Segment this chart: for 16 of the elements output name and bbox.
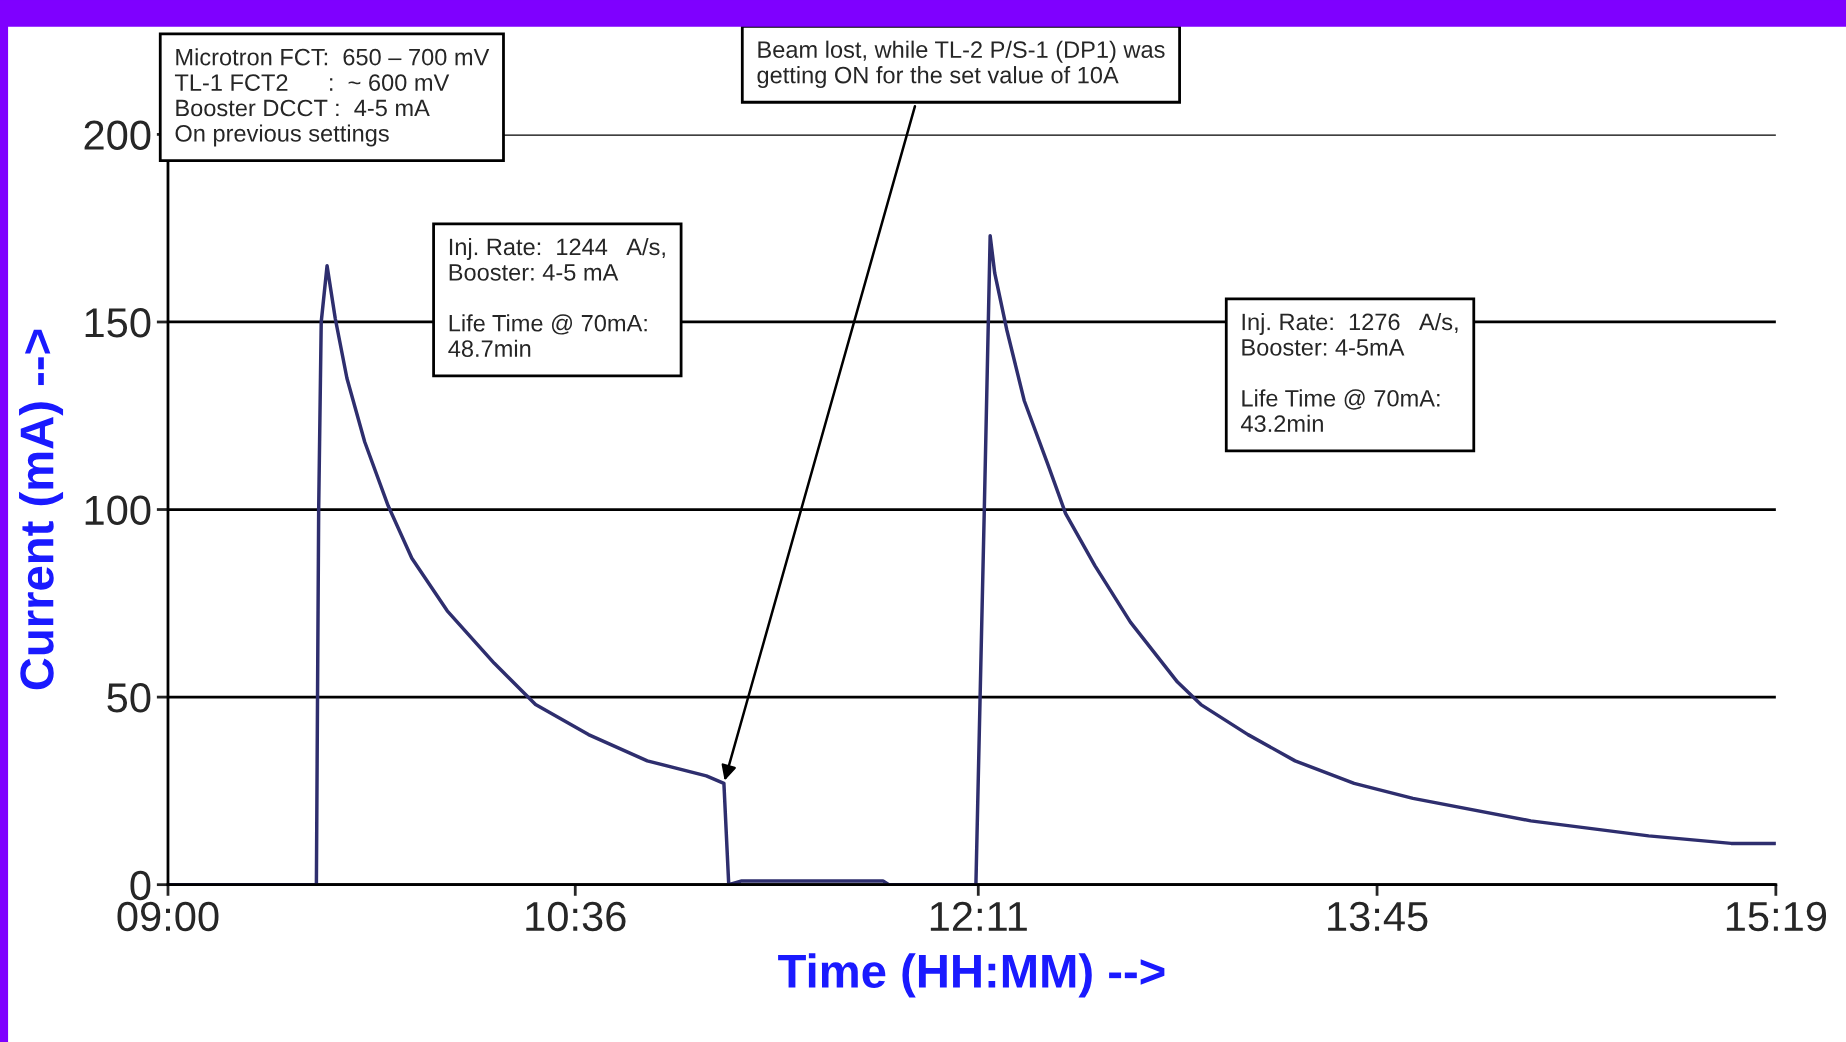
y-axis-title: Current (mA) --> — [19, 329, 64, 690]
text: Inj. Rate: 1244 A/s, Booster: 4-5 mA Life Time @ 70mA: 48.7min — [448, 237, 665, 358]
annotation: Beam lost, while TL-2 P/S-1 (DP1) was getting ON for the set value of 10A — [757, 40, 1165, 89]
y-tick-label: 150 — [85, 307, 151, 338]
x-axis-title: Time (HH:MM) --> — [778, 953, 1165, 998]
y-tick-label: 0 — [130, 870, 151, 901]
annotation: Microtron FCT: 650 – 700 mV TL-1 FCT2 : ~ 600 mV Booster DCCT : 4-5 mA On previous settings — [174, 48, 490, 147]
x-tick-label: 13:45 — [1328, 901, 1428, 932]
y-tick-label: 200 — [84, 120, 151, 150]
x-tick-label: 09:00 — [117, 901, 219, 932]
x-tick-label: 15:19 — [1726, 901, 1827, 932]
y-tick-label: 100 — [85, 495, 151, 526]
y-tick-label: 50 — [107, 683, 151, 713]
x-tick-label: 10:36 — [526, 901, 626, 932]
text: Inj. Rate: 1276 A/s, Booster: 4-5mA Life Time @ 70mA: 43.2min — [1240, 312, 1458, 433]
x-tick-label: 12:11 — [930, 901, 1027, 931]
